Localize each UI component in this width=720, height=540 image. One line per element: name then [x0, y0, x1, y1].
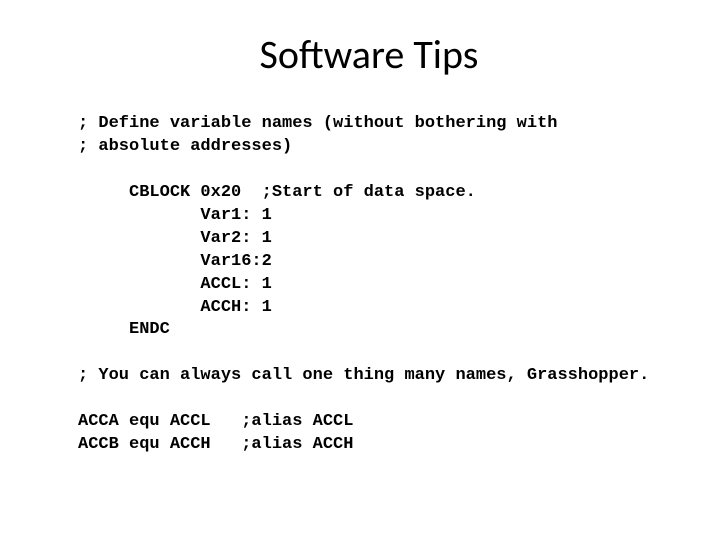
code-line: Var2: 1: [78, 229, 272, 248]
slide: Software Tips ; Define variable names (w…: [0, 0, 720, 540]
code-line: ENDC: [78, 320, 170, 339]
code-line: ACCL: 1: [78, 275, 272, 294]
code-line: Var1: 1: [78, 206, 272, 225]
code-line: Var16:2: [78, 252, 272, 271]
slide-title: Software Tips: [78, 30, 660, 79]
code-line: ACCH: 1: [78, 298, 272, 317]
code-line: CBLOCK 0x20 ;Start of data space.: [78, 183, 476, 202]
code-line: ; You can always call one thing many nam…: [78, 366, 649, 385]
code-line: ; Define variable names (without botheri…: [78, 114, 557, 133]
code-line: ; absolute addresses): [78, 137, 292, 156]
code-line: ACCB equ ACCH ;alias ACCH: [78, 435, 353, 454]
code-line: ACCA equ ACCL ;alias ACCL: [78, 412, 353, 431]
code-block: ; Define variable names (without botheri…: [78, 113, 660, 457]
